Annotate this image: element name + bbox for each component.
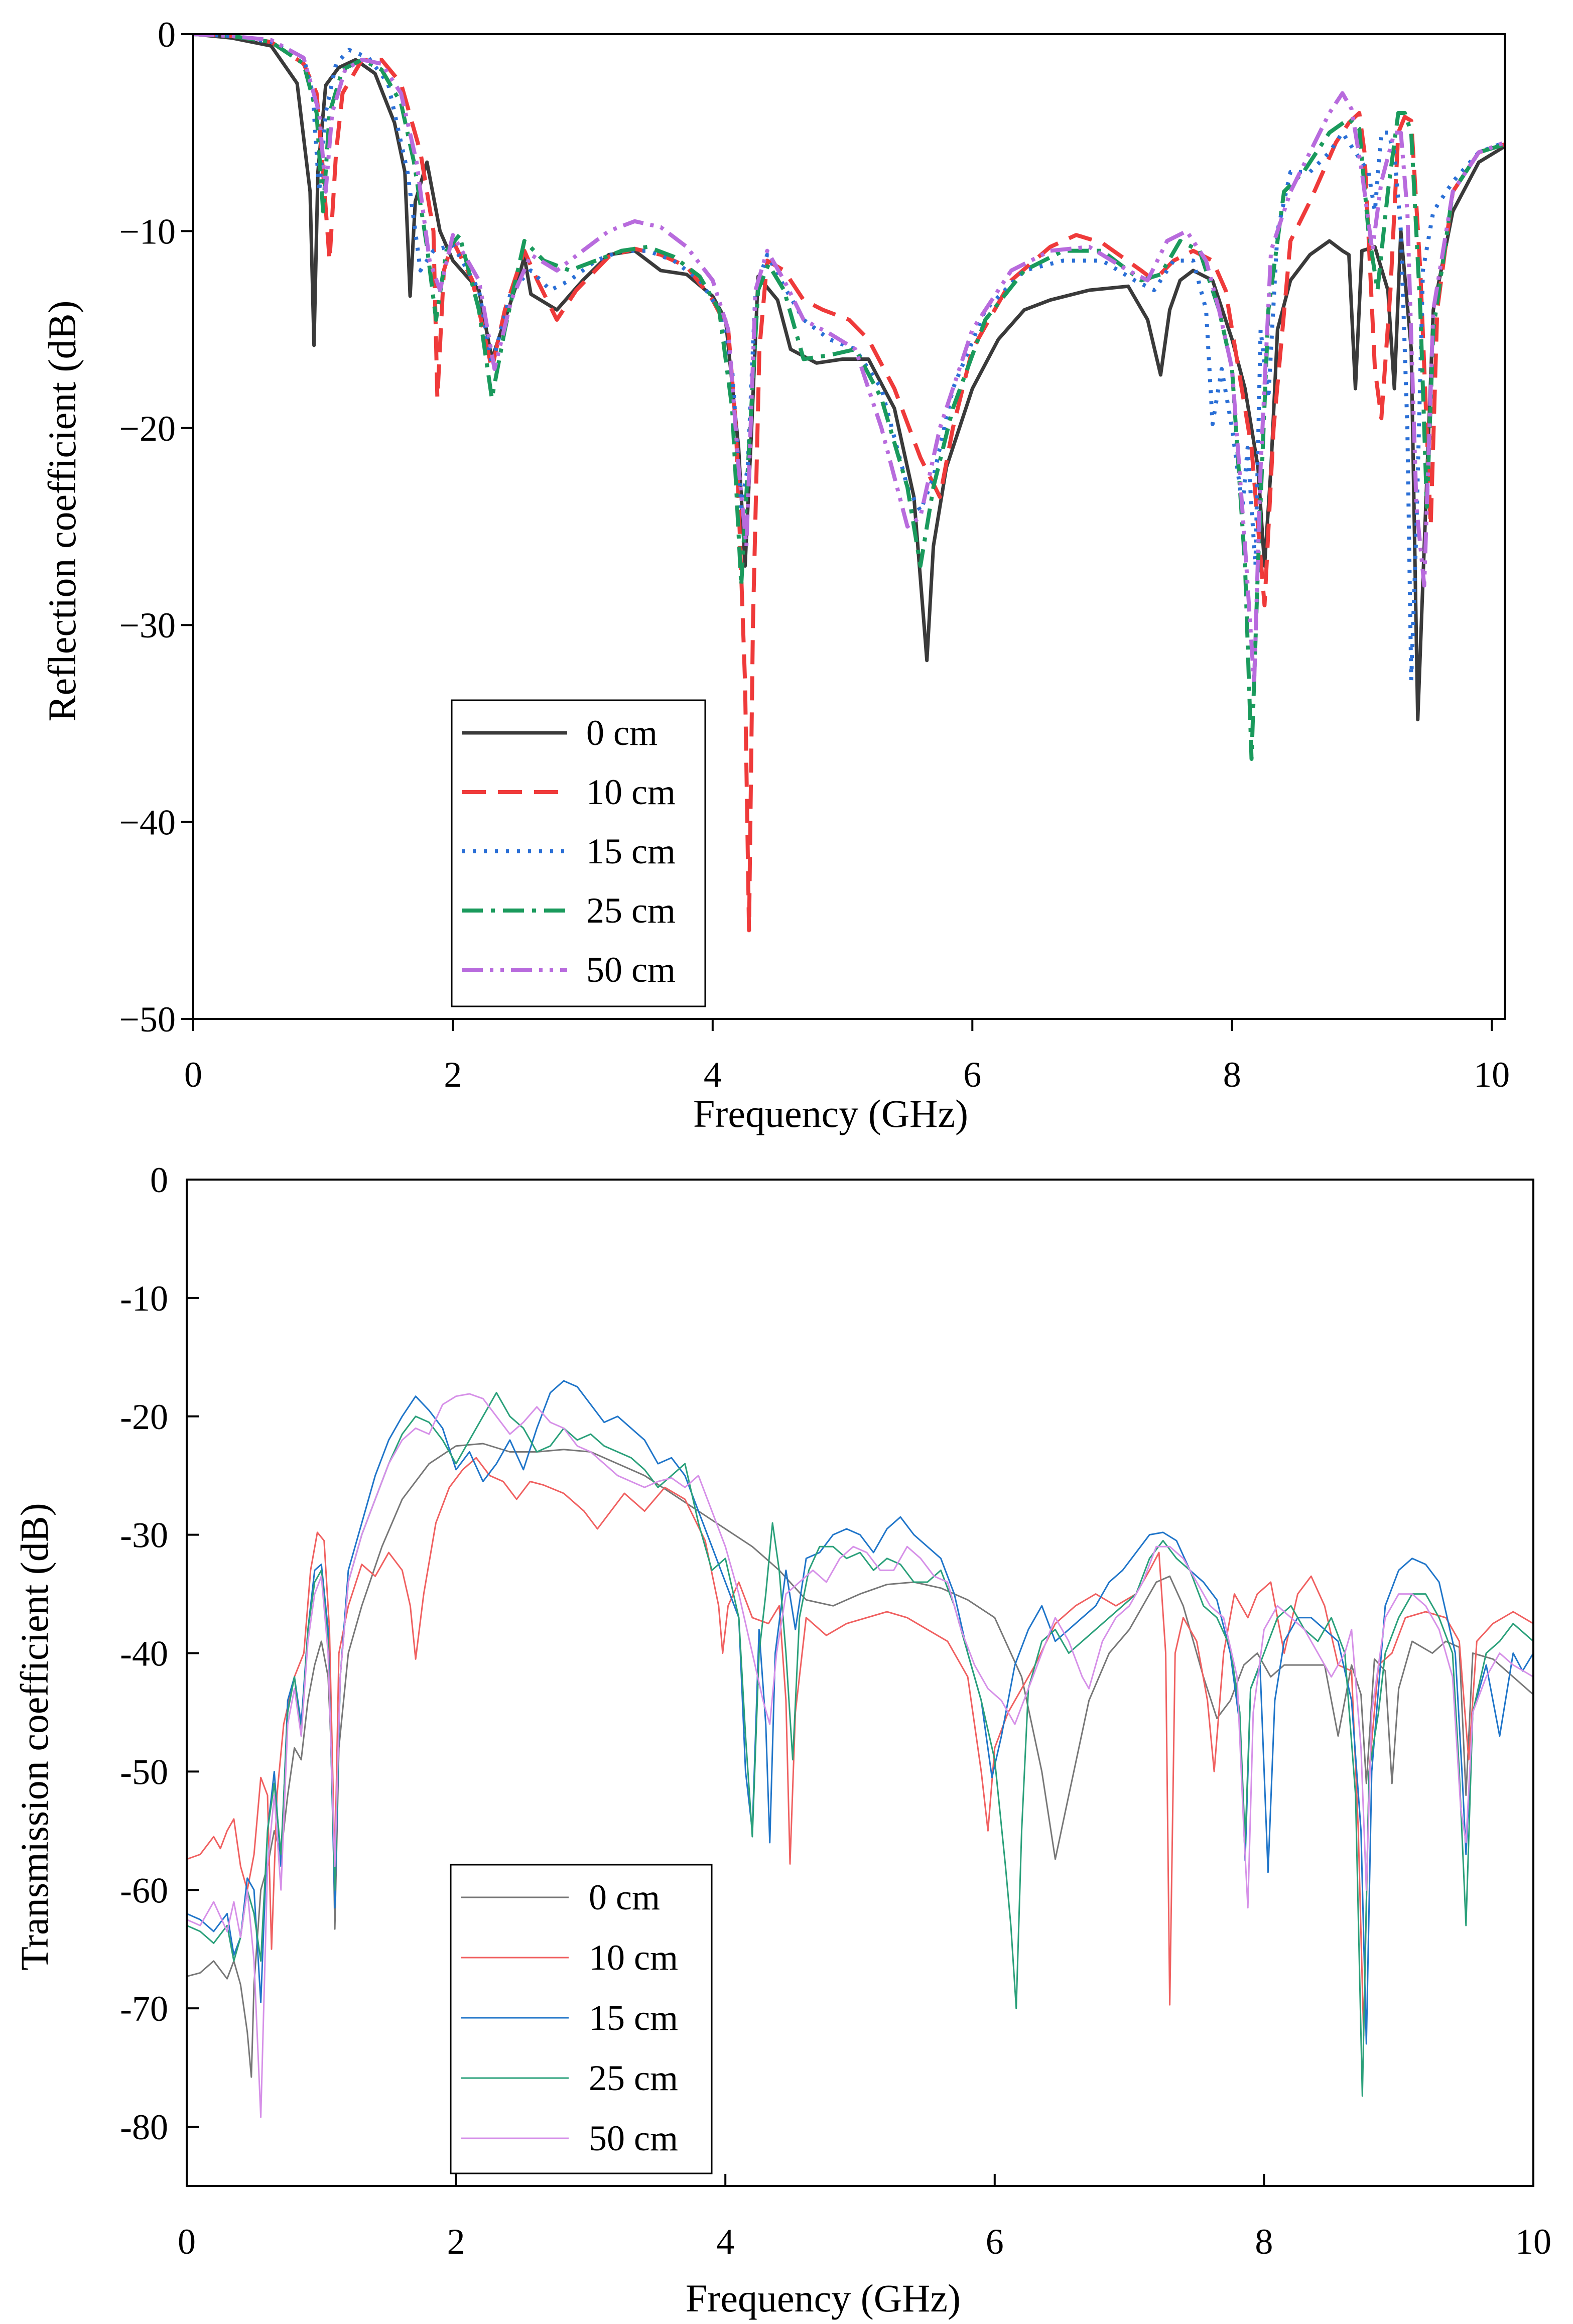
- x-tick-label: 6: [963, 1055, 981, 1095]
- legend: 0 cm 10 cm 15 cm 25 cm 50 cm: [451, 699, 706, 1007]
- reflection-x-axis-label: Frequency (GHz): [693, 1092, 968, 1135]
- x-tick-label: 4: [716, 2222, 734, 2262]
- y-tick-label: −20: [119, 409, 176, 449]
- y-tick-label: -80: [120, 2107, 168, 2147]
- y-tick-label: -60: [120, 1870, 168, 1910]
- transmission-y-axis-label: Transmission coefficient (dB): [13, 1503, 56, 1971]
- x-tick-label: 10: [1474, 1055, 1510, 1095]
- y-tick-label: −10: [119, 211, 176, 251]
- x-tick-label: 8: [1255, 2222, 1273, 2262]
- transmission-x-axis-label: Frequency (GHz): [686, 2276, 961, 2320]
- y-tick-label: -50: [120, 1752, 168, 1792]
- legend-label: 15 cm: [586, 831, 676, 871]
- x-tick-label: 0: [178, 2222, 196, 2262]
- y-tick-label: 0: [150, 1160, 168, 1200]
- legend-label: 25 cm: [586, 890, 676, 931]
- y-tick-label: -70: [120, 1989, 168, 2029]
- series-line-25-cm: [193, 34, 1505, 761]
- series-group: [193, 34, 1505, 933]
- y-tick-label: 0: [158, 15, 176, 55]
- x-tick-label: 2: [444, 1055, 462, 1095]
- series-line-0-cm: [187, 1443, 1533, 2078]
- reflection-y-axis-label: Reflection coefficient (dB): [40, 301, 84, 722]
- series-group: [187, 1380, 1533, 2118]
- legend-label: 0 cm: [586, 713, 658, 753]
- x-tick-label: 8: [1223, 1055, 1241, 1095]
- x-tick-label: 0: [184, 1055, 202, 1095]
- legend-box: [451, 699, 706, 1007]
- legend-label: 10 cm: [589, 1938, 678, 1978]
- x-tick-label: 4: [704, 1055, 722, 1095]
- series-line-50-cm: [193, 34, 1505, 686]
- legend-label: 25 cm: [589, 2058, 678, 2098]
- y-tick-label: -40: [120, 1634, 168, 1674]
- legend-label: 50 cm: [589, 2118, 678, 2158]
- series-line-10-cm: [187, 1457, 1533, 2036]
- y-tick-label: -10: [120, 1278, 168, 1319]
- x-tick-label: 6: [986, 2222, 1004, 2262]
- series-line-50-cm: [187, 1393, 1533, 2118]
- y-tick-label: −40: [119, 803, 176, 843]
- legend-label: 15 cm: [589, 1998, 678, 2038]
- transmission-chart: Transmission coefficient (dB) Frequency …: [13, 1160, 1551, 2320]
- plot-frame: [192, 33, 1506, 1020]
- y-tick-label: −30: [119, 605, 176, 645]
- series-line-0-cm: [193, 34, 1505, 722]
- plot-frame: [186, 1179, 1534, 2187]
- x-tick-label: 10: [1515, 2222, 1551, 2262]
- y-tick-label: -30: [120, 1515, 168, 1556]
- reflection-chart: Reflection coefficient (dB) Frequency (G…: [40, 15, 1510, 1135]
- legend: 0 cm 10 cm 15 cm 25 cm 50 cm: [450, 1864, 713, 2174]
- legend-label: 0 cm: [589, 1877, 660, 1917]
- legend-box: [450, 1864, 713, 2174]
- legend-label: 50 cm: [586, 950, 676, 990]
- y-tick-label: -20: [120, 1397, 168, 1437]
- x-tick-label: 2: [447, 2222, 465, 2262]
- legend-label: 10 cm: [586, 772, 676, 812]
- y-tick-label: −50: [119, 999, 176, 1040]
